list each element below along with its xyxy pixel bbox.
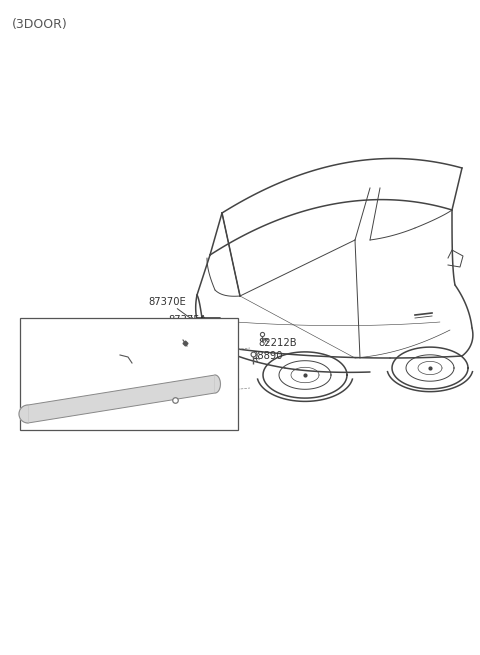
Polygon shape xyxy=(19,405,28,423)
Text: 86414B: 86414B xyxy=(155,332,193,342)
Text: 87372: 87372 xyxy=(143,352,175,362)
Text: 87373E: 87373E xyxy=(96,342,134,352)
Polygon shape xyxy=(28,375,215,423)
Text: (3DOOR): (3DOOR) xyxy=(12,18,68,31)
Text: 87370E: 87370E xyxy=(148,297,186,307)
Bar xyxy=(200,330,228,342)
Text: 82212B: 82212B xyxy=(258,338,297,348)
Text: 98890: 98890 xyxy=(251,351,283,361)
Polygon shape xyxy=(215,375,220,393)
Polygon shape xyxy=(197,318,222,328)
Text: 85316: 85316 xyxy=(154,376,186,386)
Bar xyxy=(20,318,238,430)
Text: 87375A: 87375A xyxy=(168,315,206,325)
